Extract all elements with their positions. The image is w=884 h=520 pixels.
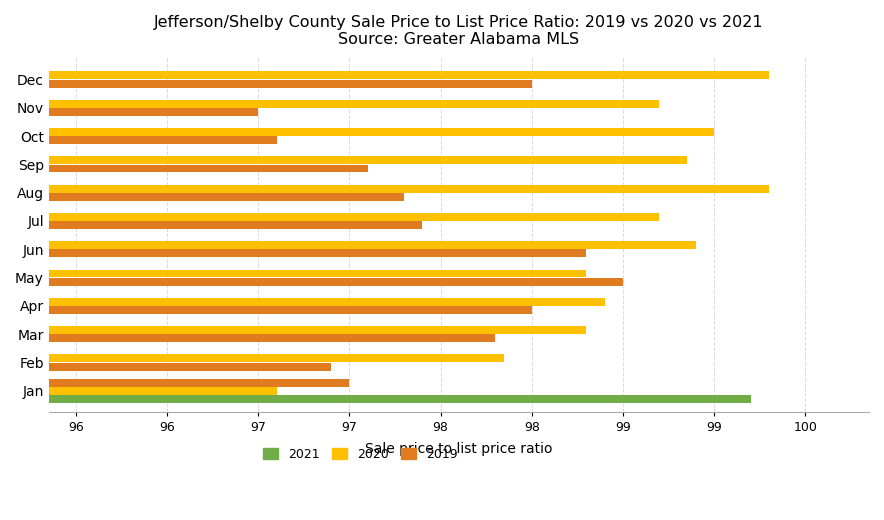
Bar (49, 193, 404, 201)
Bar (49, 250, 586, 257)
Bar (49, 136, 277, 144)
Bar (49, 221, 423, 229)
Bar (49, 362, 332, 371)
Bar (49, 100, 659, 108)
Bar (49, 355, 505, 362)
Bar (49, 395, 751, 403)
Bar (49, 108, 258, 116)
X-axis label: Sale price to list price ratio: Sale price to list price ratio (365, 443, 552, 457)
Bar (49, 71, 769, 80)
Bar (49, 278, 623, 285)
Bar (49, 164, 368, 173)
Bar (49, 298, 605, 306)
Bar (49, 326, 586, 334)
Bar (49, 241, 696, 249)
Bar (49, 157, 687, 164)
Bar (49, 379, 349, 386)
Bar (49, 269, 586, 278)
Bar (49, 128, 714, 136)
Title: Jefferson/Shelby County Sale Price to List Price Ratio: 2019 vs 2020 vs 2021
Sou: Jefferson/Shelby County Sale Price to Li… (154, 15, 764, 47)
Bar (49, 185, 769, 192)
Bar (49, 387, 277, 395)
Bar (49, 306, 532, 314)
Bar (49, 80, 532, 87)
Legend: 2021, 2020, 2019: 2021, 2020, 2019 (258, 443, 463, 466)
Bar (49, 213, 659, 221)
Bar (49, 334, 495, 342)
